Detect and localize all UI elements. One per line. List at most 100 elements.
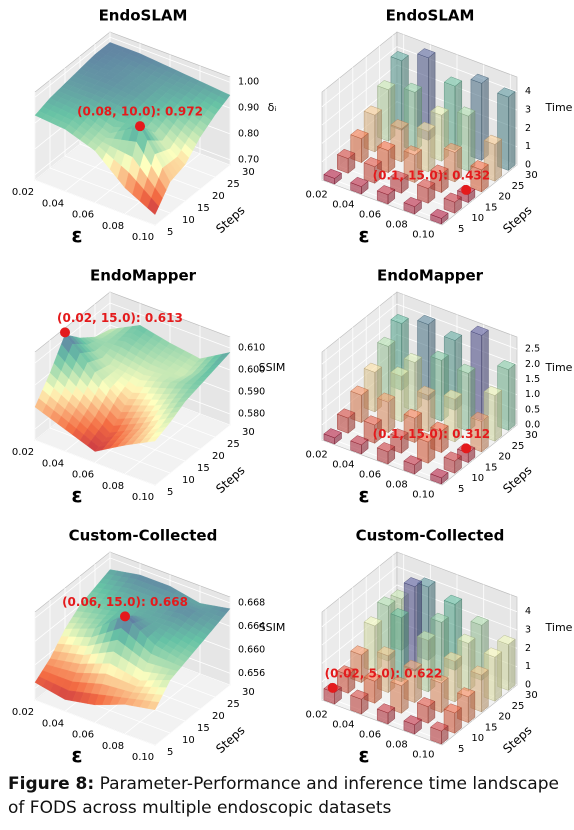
bar-top — [403, 408, 423, 419]
y-tick-label: 25 — [227, 439, 240, 450]
y-tick-label: 15 — [197, 203, 210, 214]
bar-top — [483, 647, 503, 658]
bar-top — [443, 651, 462, 662]
bar-side — [468, 110, 476, 172]
bar-top — [416, 121, 436, 132]
bar-top — [363, 671, 382, 682]
bar-top — [470, 615, 489, 626]
bar-top — [457, 106, 476, 117]
bar-top — [350, 176, 369, 187]
bar-top — [336, 408, 356, 419]
bar-top — [350, 435, 369, 446]
bar-top — [376, 703, 396, 714]
x-tick-label: 0.08 — [102, 221, 124, 232]
bar-top — [363, 105, 382, 116]
x-tick-label: 0.04 — [42, 198, 64, 209]
z-axis-label: SSIM — [259, 621, 286, 634]
x-tick-label: 0.02 — [12, 447, 34, 458]
y-tick-label: 30 — [242, 427, 255, 438]
z-tick-label: 0.70 — [238, 154, 259, 165]
highlight-point — [327, 682, 338, 693]
bar-top — [350, 385, 369, 396]
y-tick-label: 10 — [471, 473, 484, 484]
y-tick-label: 30 — [242, 687, 255, 698]
z-tick-label: 0.90 — [238, 103, 259, 114]
bar-top — [363, 362, 382, 373]
bar-top — [403, 659, 422, 670]
y-tick-label: 5 — [458, 224, 464, 235]
grid-line — [34, 302, 231, 364]
z-tick-label: 0.600 — [238, 365, 265, 376]
x-tick-label: 0.04 — [332, 460, 354, 471]
y-tick-label: 20 — [212, 191, 225, 202]
y-tick-label: 5 — [167, 487, 173, 498]
bar-top — [430, 208, 449, 219]
z-axis-label: SSIM — [259, 361, 286, 374]
panel: EndoMapper 0.02 0.04 0.06 0.08 0.10 5 101520253… — [306, 267, 573, 508]
bar-top — [430, 164, 449, 175]
panel: Custom-Collected 0.02 0.04 0.06 0.08 0.10 5 101… — [12, 527, 286, 768]
grid-line — [34, 92, 156, 226]
x-tick-label: 0.06 — [359, 730, 381, 741]
z-tick-label: 0.5 — [525, 404, 540, 415]
y-tick-label: 20 — [498, 452, 511, 463]
bar-top — [377, 596, 396, 607]
x-tick-label: 0.10 — [132, 492, 154, 503]
z-tick-label: 3 — [525, 625, 531, 636]
grid-line — [34, 352, 156, 486]
bar-top — [457, 633, 476, 644]
bar-top — [390, 676, 409, 687]
bar-top — [430, 721, 449, 732]
bar-top — [377, 392, 396, 403]
bar-top — [497, 87, 516, 98]
z-tick-label: 2.0 — [525, 359, 540, 370]
bar-top — [430, 105, 449, 116]
bar-top — [336, 665, 356, 676]
x-tick-label: 0.10 — [412, 750, 434, 761]
bar-top — [416, 630, 436, 641]
y-tick-label: 30 — [525, 690, 538, 701]
highlight-label: (0.02, 15.0): 0.613 — [57, 311, 183, 325]
surface-patch — [147, 197, 160, 215]
caption: Figure 8: Parameter-Performance and infe… — [8, 772, 570, 820]
bar-top — [390, 313, 409, 324]
y-tick-label: 10 — [182, 735, 195, 746]
bar-top — [470, 73, 489, 84]
bar-top — [470, 160, 489, 171]
grid-line — [321, 584, 518, 646]
bar-top — [363, 616, 382, 627]
x-tick-label: 0.04 — [42, 458, 64, 469]
bar-top — [363, 415, 382, 426]
bar-top — [323, 428, 342, 439]
highlight-label: (0.1, 15.0): 0.312 — [373, 427, 491, 441]
bar-top — [390, 608, 409, 618]
bar-top — [443, 76, 463, 87]
highlight-point — [60, 327, 70, 338]
bar-top — [443, 594, 463, 605]
panel-title: EndoSLAM — [386, 7, 475, 25]
bar-top — [403, 196, 422, 207]
y-tick-label: 25 — [227, 699, 240, 710]
bar-top — [417, 48, 436, 59]
highlight-point — [120, 611, 130, 622]
x-tick-label: 0.04 — [42, 718, 64, 729]
highlight-label: (0.06, 15.0): 0.668 — [62, 595, 188, 609]
x-tick-label: 0.02 — [12, 187, 34, 198]
y-tick-label: 25 — [512, 441, 525, 452]
panel-title: Custom-Collected — [69, 527, 218, 545]
z-tick-label: 4 — [525, 606, 531, 617]
x-tick-label: 0.10 — [412, 230, 434, 241]
y-tick-label: 15 — [485, 722, 498, 733]
bar-side — [494, 138, 502, 182]
z-tick-label: 0.580 — [238, 409, 265, 420]
bar-side — [481, 669, 489, 713]
bar-top — [403, 145, 422, 156]
y-tick-label: 15 — [197, 723, 210, 734]
panel-title: EndoSLAM — [99, 7, 188, 25]
z-tick-label: 0 — [525, 680, 531, 691]
y-axis-label: Steps — [213, 723, 247, 756]
bar-top — [390, 366, 409, 377]
y-tick-label: 5 — [167, 227, 173, 238]
